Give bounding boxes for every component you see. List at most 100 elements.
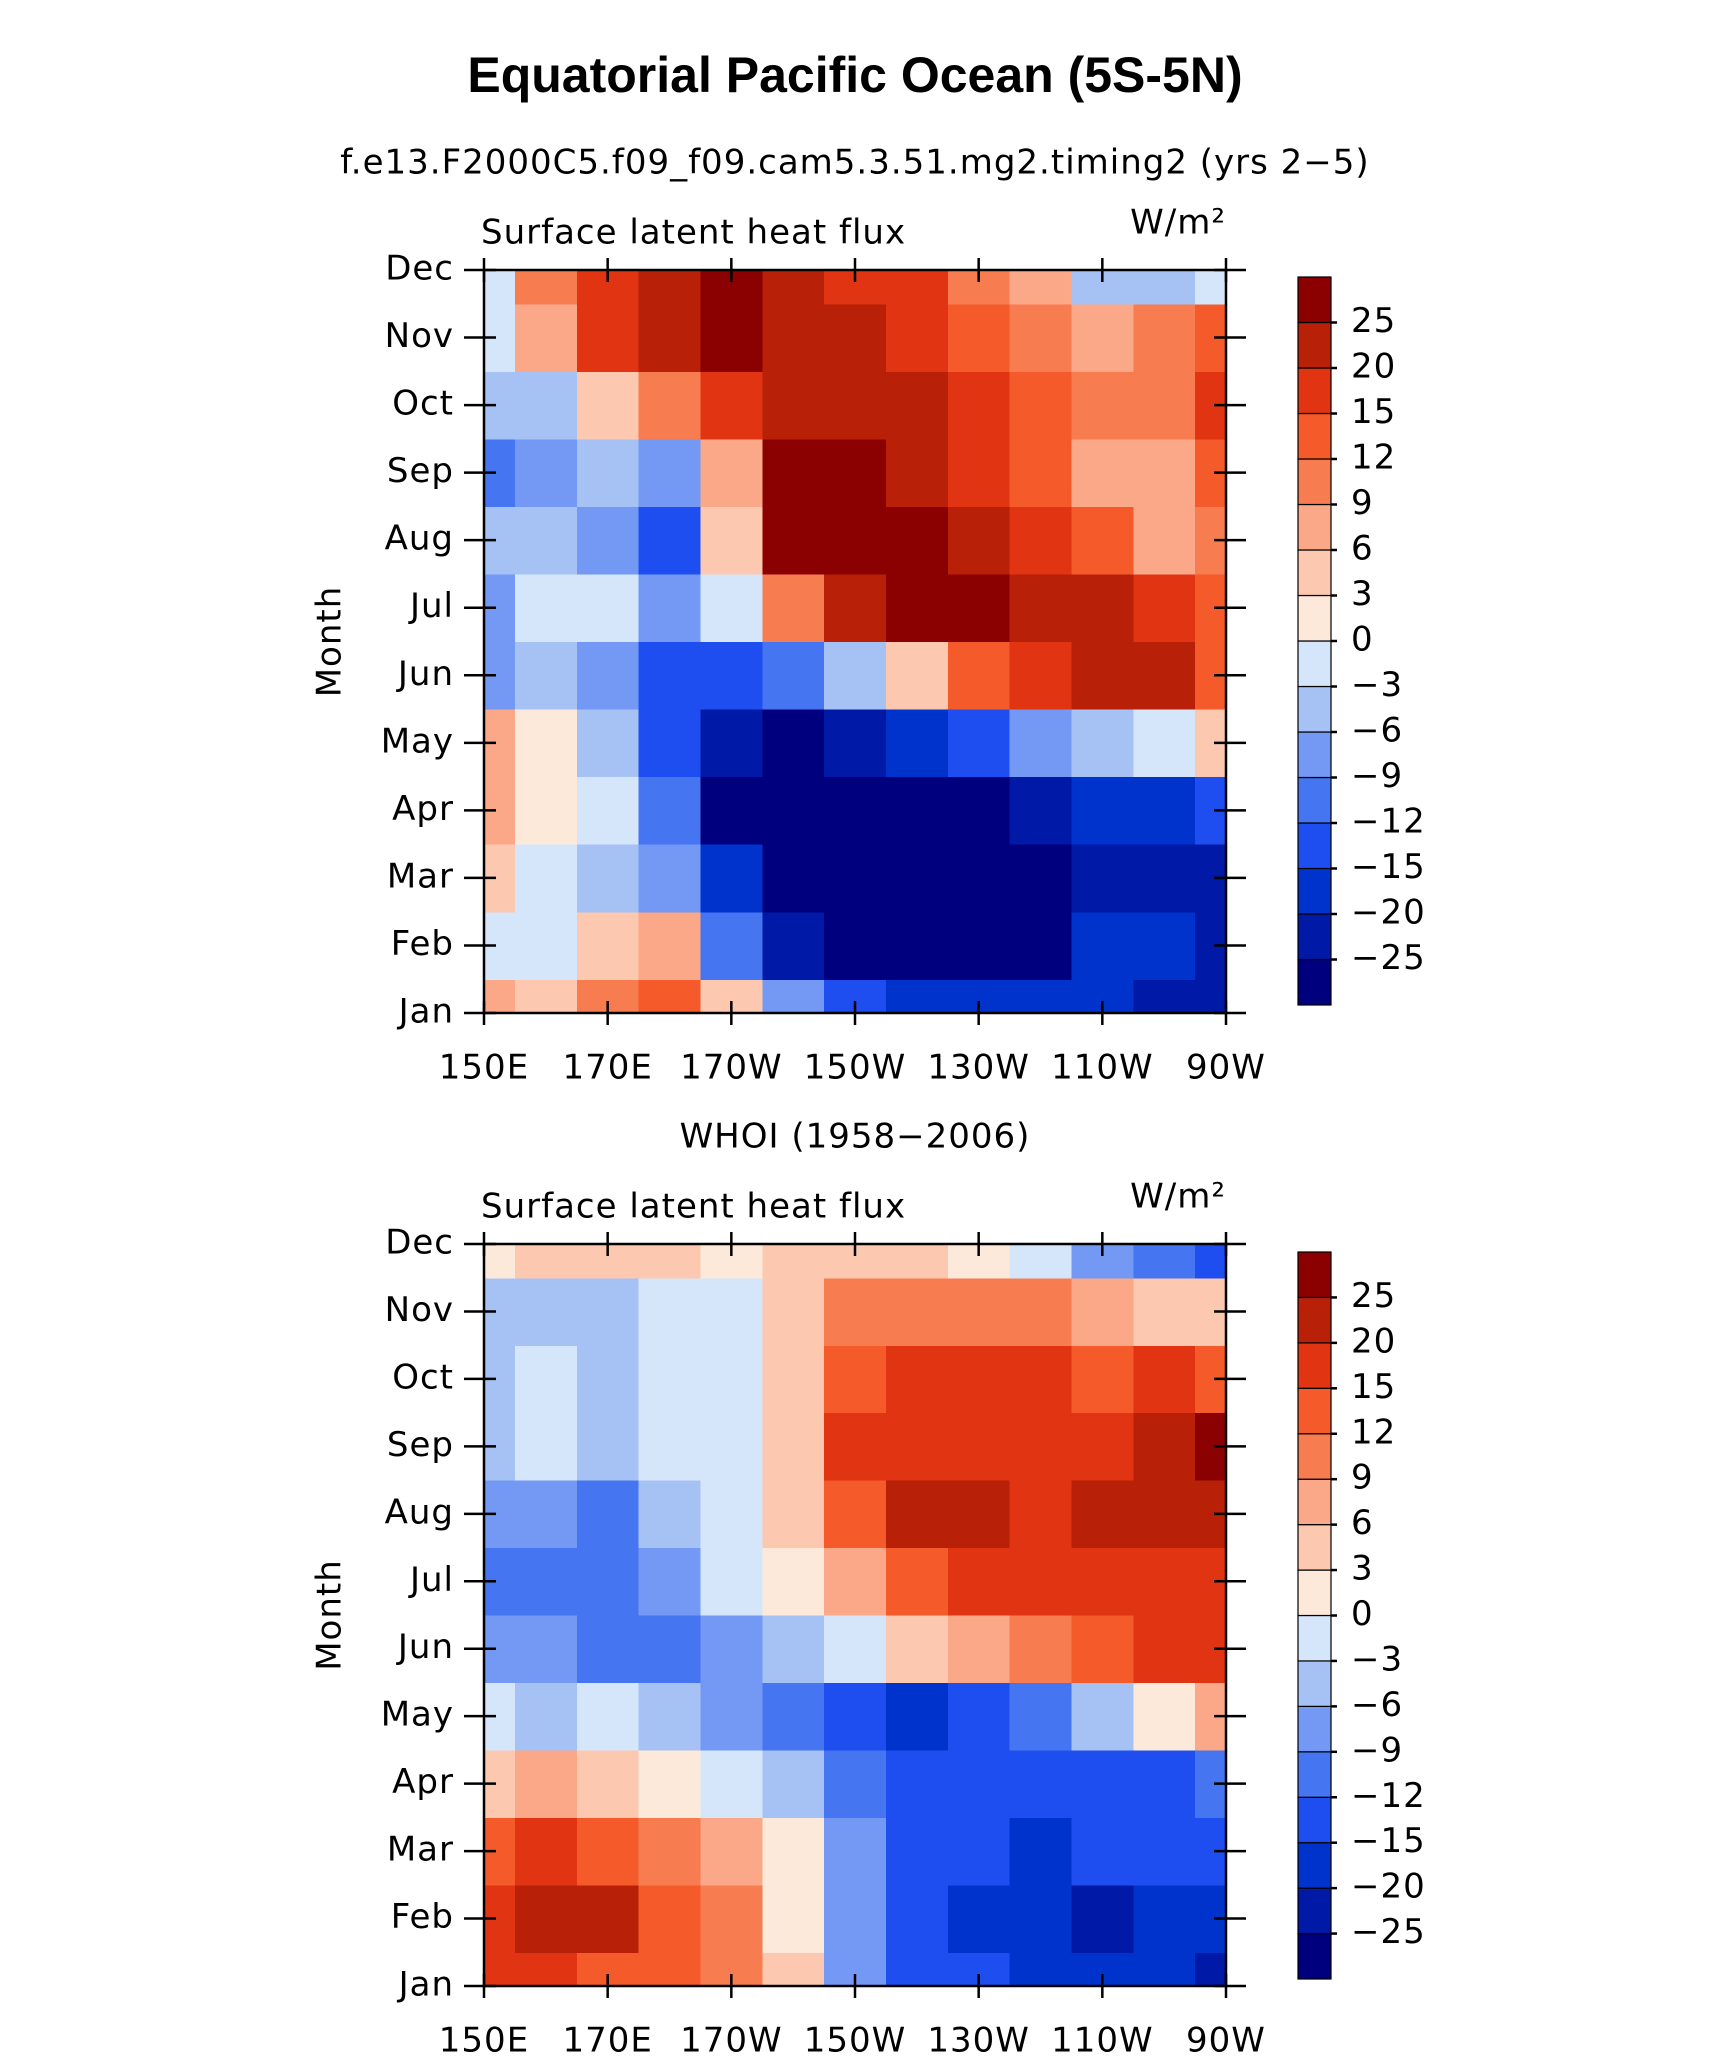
colorbar-label: 0 [1351,620,1374,660]
contour-cell [1071,1547,1134,1616]
colorbar-box [1297,867,1332,915]
contour-cell [576,1884,640,1953]
colorbar-box [1297,549,1332,597]
colorbar-label: −6 [1351,1685,1403,1725]
contour-cell [1071,1345,1134,1414]
units: W/m² [1130,203,1226,243]
contour-cell [638,979,702,1014]
contour-cell [1133,1817,1196,1886]
contour-cell [762,979,825,1014]
colorbar-label: 12 [1351,1412,1396,1452]
contour-cell [1071,844,1134,913]
contour-cell [514,641,578,710]
contour-cell [885,641,949,710]
contour-cell [514,709,578,778]
colorbar-label: −9 [1351,1730,1403,1770]
contour-cell [1009,1480,1073,1549]
colorbar-box [1297,276,1332,324]
contour-cell [514,1749,578,1818]
colorbar-box [1297,640,1332,688]
y-tick-label: Feb [391,1897,454,1937]
contour-cell [885,438,949,508]
contour-cell [1009,1615,1073,1684]
contour-cell [576,438,640,508]
contour-cell [885,1345,949,1414]
x-tick-label: 150W [804,1048,907,1088]
colorbar-label: −25 [1351,938,1426,978]
contour-cell [700,1277,763,1346]
y-tick-label: Jan [397,1965,454,2005]
contour-cell [514,1277,578,1346]
contour-cell [576,1277,640,1346]
contour-cell [638,1817,702,1886]
contour-cell [1133,1749,1196,1818]
contour-cell [824,438,887,508]
y-tick-label: Oct [392,1357,454,1397]
contour-cell [1009,1884,1073,1953]
colorbar-label: 12 [1351,438,1396,478]
contour-cell [762,1480,825,1549]
contour-cell [576,506,640,575]
x-tick-label: 170W [680,2021,783,2061]
contour-cell [1133,641,1196,710]
contour-cell [824,709,887,778]
contour-cell [1009,641,1073,710]
contour-cell [514,573,578,643]
y-tick-label: May [381,721,454,761]
contour-cell [1133,1244,1196,1279]
contour-cell [1133,844,1196,913]
colorbar-label: 25 [1351,301,1396,341]
contour-cell [824,371,887,440]
contour-cell [1133,1952,1196,1987]
contour-cell [514,270,578,305]
colorbar-box [1297,913,1332,961]
x-tick-label: 130W [927,2021,1030,2061]
contour-cell [885,844,949,913]
panel-title: Surface latent heat flux [481,1187,906,1227]
contour-cell [1009,1277,1073,1346]
contour-cell [1133,1682,1196,1751]
colorbar-label: −3 [1351,665,1403,705]
colorbar-label: 6 [1351,529,1374,569]
contour-cell [484,270,516,305]
colorbar-box [1297,685,1332,733]
contour-cell [576,641,640,710]
colorbar-label: 25 [1351,1276,1396,1316]
panel-title: Surface latent heat flux [481,213,906,253]
contour-cell [824,844,887,913]
contour-cell [638,438,702,508]
colorbar-label: −15 [1351,1821,1426,1861]
contour-cell [576,1817,640,1886]
contour-cell [1071,911,1134,980]
colorbar-label: 9 [1351,483,1374,523]
contour-cell [1133,303,1196,372]
contour-cell [1009,1345,1073,1414]
contour-cell [576,1615,640,1684]
y-tick-label: Jul [408,586,454,626]
contour-cell [576,371,640,440]
contour-cell [638,1884,702,1953]
contour-cell [1009,371,1073,440]
colorbar-box [1297,1478,1332,1526]
contour-cell [1133,270,1196,305]
contour-cell [947,641,1011,710]
contour-cell [885,1952,949,1987]
contour-cell [947,1412,1011,1481]
contour-cell [576,1480,640,1549]
contour-cell [1195,1244,1227,1279]
y-axis-label: Month [310,586,350,698]
contour-cell [824,776,887,845]
contour-cell [885,1884,949,1953]
x-tick-label: 150E [439,2021,529,2061]
colorbar-label: −20 [1351,1867,1426,1907]
x-tick-label: 110W [1051,1048,1154,1088]
contour-cell [1009,1749,1073,1818]
y-tick-label: Jun [396,654,454,694]
contour-cell [1009,270,1073,305]
subtitle: f.e13.F2000C5.f09_f09.cam5.3.51.mg2.timi… [340,143,1369,183]
contour-cell [947,1277,1011,1346]
contour-cell [1009,1682,1073,1751]
contour-cell [1009,911,1073,980]
contour-cell [1009,844,1073,913]
contour-cell [514,1952,578,1987]
